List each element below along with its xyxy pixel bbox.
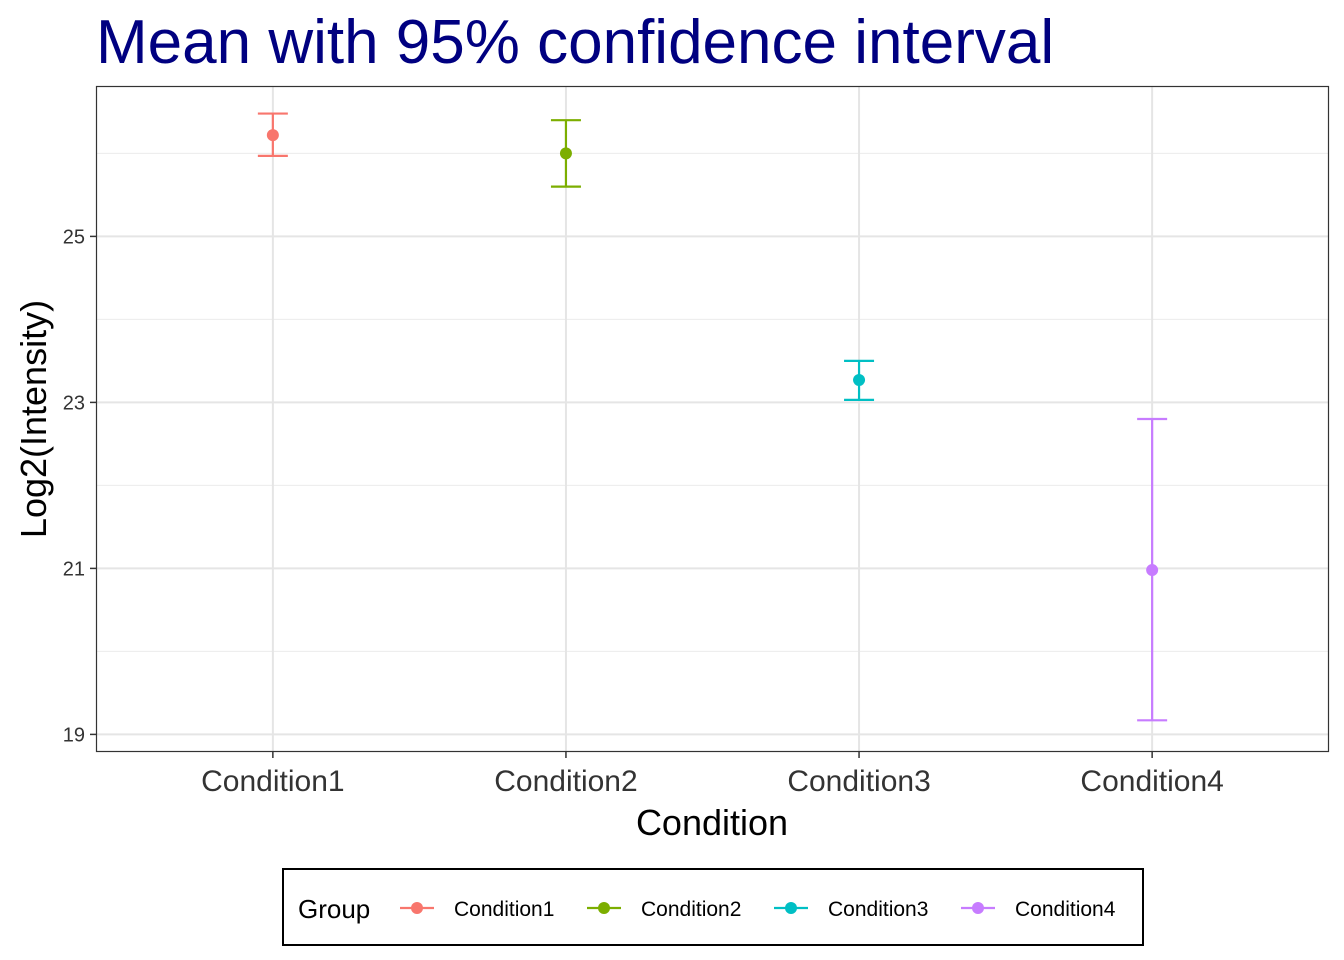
legend-label: Condition2: [641, 898, 741, 921]
legend-item: Condition3: [774, 898, 928, 921]
errorbar-Condition3: [844, 359, 875, 402]
errorbar-Condition4: [1137, 417, 1168, 722]
legend-key-point: [785, 902, 797, 914]
mean-point: [559, 147, 572, 160]
y-tick-label: 21: [63, 558, 85, 580]
legend-label: Condition1: [454, 898, 554, 921]
legend-item: Condition4: [961, 898, 1116, 921]
y-axis: 19 21 23 25: [63, 226, 97, 746]
legend-label: Condition4: [1015, 898, 1116, 921]
y-tick-label: 25: [63, 226, 85, 248]
y-axis-title: Log2(Intensity): [13, 300, 54, 538]
x-axis-title: Condition: [636, 802, 788, 843]
x-tick-label: Condition2: [494, 765, 637, 798]
mean-point: [266, 129, 279, 142]
mean-point: [1146, 564, 1159, 577]
legend-title: Group: [298, 894, 370, 924]
grid: [97, 87, 1328, 751]
legend-key-point: [411, 902, 423, 914]
legend-key-point: [972, 902, 984, 914]
x-tick-label: Condition3: [787, 765, 930, 798]
legend: Group Condition1 Condition2 Condition3 Cond…: [282, 868, 1144, 946]
y-tick-label: 23: [63, 392, 85, 414]
legend-key-point: [598, 902, 610, 914]
y-tick-label: 19: [63, 724, 85, 746]
legend-label: Condition3: [828, 898, 928, 921]
data-marks: [257, 112, 1168, 722]
errorbar-Condition2: [550, 119, 581, 188]
x-tick-label: Condition1: [201, 765, 344, 798]
plot-panel-border: [95, 85, 1330, 753]
mean-point: [853, 373, 866, 386]
x-tick-label: Condition4: [1080, 765, 1223, 798]
x-axis: Condition1 Condition2 Condition3 Condition4: [201, 751, 1224, 798]
errorbar-Condition1: [257, 112, 288, 157]
legend-item: Condition1: [400, 898, 554, 921]
legend-item: Condition2: [587, 898, 741, 921]
chart-title: Mean with 95% confidence interval: [96, 8, 1054, 77]
